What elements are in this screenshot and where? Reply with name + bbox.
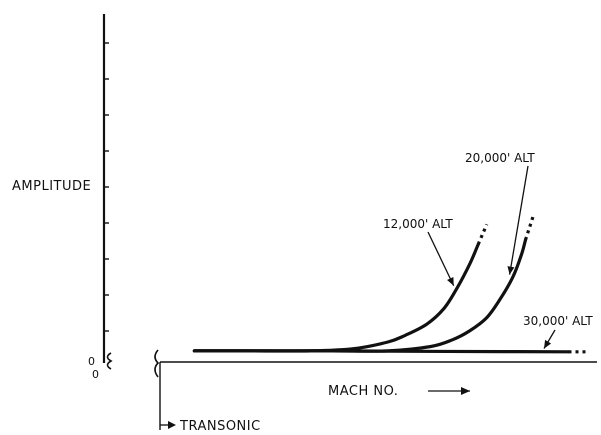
annotation-20-000-alt: 20,000' ALT: [465, 151, 535, 165]
series-line-30-000-alt: [192, 349, 571, 354]
right-arrow-icon: [461, 387, 470, 395]
series-extension-12-000-alt: [476, 223, 489, 245]
series-line-20-000-alt: [192, 238, 528, 353]
annotation-30-000-alt: 30,000' ALT: [523, 314, 593, 328]
y-axis-break: [106, 352, 113, 370]
annotation-arrow-icon: [544, 339, 552, 349]
transonic-label: TRANSONIC: [179, 419, 261, 434]
annotation-arrow-icon: [447, 277, 454, 286]
x-axis-title: MACH NO.: [328, 384, 398, 399]
annotation-arrow-icon: [507, 266, 515, 275]
annotation-arrow-shaft: [508, 165, 529, 275]
transonic-arrow-icon: [168, 421, 176, 429]
x-axis-break: [154, 349, 160, 378]
annotation-layer: 12,000' ALT 20,000' ALT 30,000' ALT: [383, 151, 593, 349]
y-tick-marks: [104, 42, 109, 332]
y-axis-title: AMPLITUDE: [12, 179, 91, 194]
annotation-arrow-shaft: [427, 231, 455, 287]
series-layer: [192, 212, 586, 354]
annotation-12-000-alt: 12,000' ALT: [383, 217, 453, 231]
series-line-12-000-alt: [192, 242, 480, 353]
y-origin-label: 0: [88, 355, 95, 368]
x-origin-label: 0: [92, 368, 99, 381]
series-extension-20-000-alt: [523, 212, 536, 241]
